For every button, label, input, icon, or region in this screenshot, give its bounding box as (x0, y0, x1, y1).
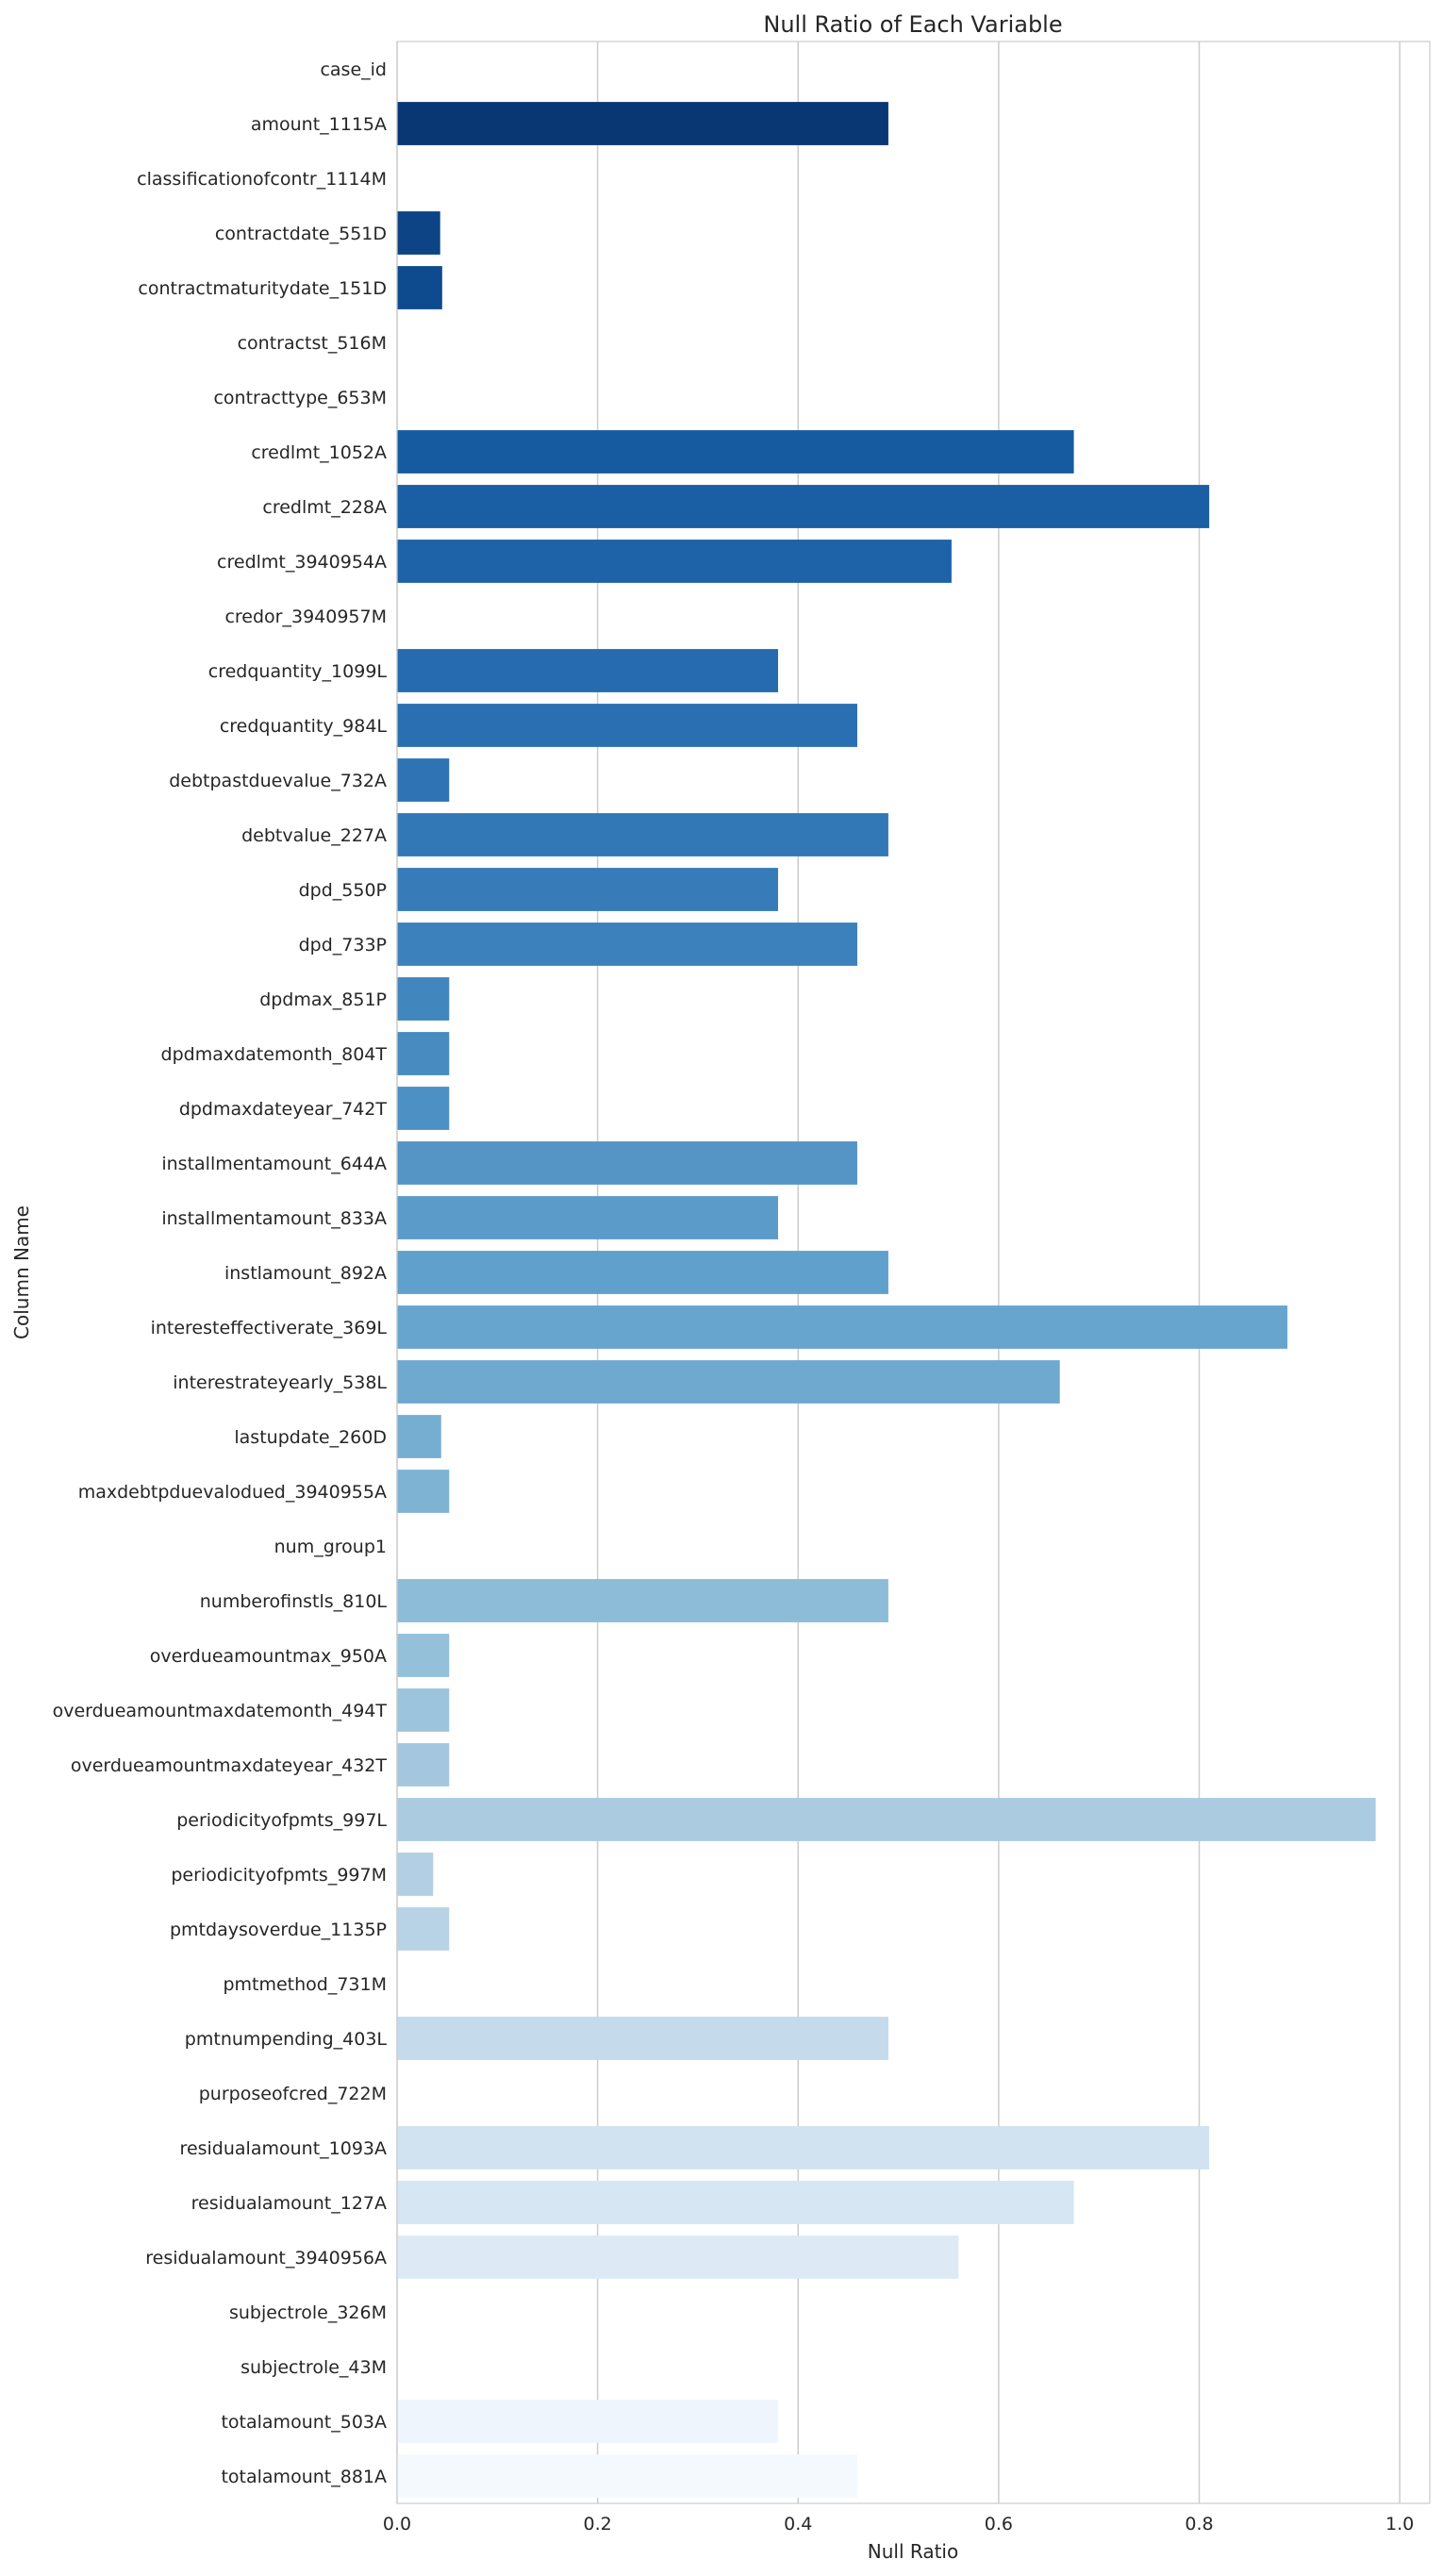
y-tick-label: credlmt_228A (262, 497, 387, 518)
y-tick-label: pmtnumpending_403L (185, 2029, 388, 2050)
x-tick-label: 0.2 (584, 2514, 612, 2534)
y-tick-label: subjectrole_326M (229, 2302, 387, 2323)
y-tick-label: lastupdate_260D (234, 1427, 387, 1448)
y-tick-label: instlamount_892A (224, 1263, 387, 1284)
y-tick-label: contractmaturitydate_151D (138, 278, 387, 299)
y-tick-label: debtpastduevalue_732A (169, 771, 387, 791)
bar (397, 1634, 450, 1677)
y-tick-label: dpdmaxdateyear_742T (179, 1099, 388, 1120)
bar (397, 1141, 857, 1185)
bar (397, 1798, 1376, 1841)
y-tick-label: subjectrole_43M (240, 2357, 387, 2378)
y-tick-label: residualamount_1093A (180, 2138, 387, 2159)
y-tick-label: dpdmax_851P (259, 989, 387, 1010)
y-axis-title: Column Name (10, 1205, 33, 1339)
y-tick-label: dpdmaxdatemonth_804T (161, 1044, 388, 1065)
bar (397, 2454, 857, 2498)
x-tick-label: 0.6 (985, 2514, 1013, 2534)
bar (397, 758, 450, 802)
x-tick-label: 1.0 (1385, 2514, 1414, 2534)
bar (397, 2235, 959, 2279)
x-axis-title: Null Ratio (868, 2540, 958, 2563)
y-tick-label: overdueamountmaxdateyear_432T (71, 1755, 388, 1776)
bar (397, 1032, 450, 1075)
x-tick-label: 0.0 (383, 2514, 411, 2534)
bar (397, 1196, 778, 1239)
bar (397, 1688, 450, 1732)
y-tick-label: purposeofcred_722M (199, 2084, 387, 2104)
y-tick-label: totalamount_503A (221, 2412, 387, 2433)
y-tick-label: periodicityofpmts_997M (171, 1865, 387, 1886)
y-tick-label: debtvalue_227A (241, 825, 387, 846)
y-tick-label: num_group1 (274, 1537, 387, 1557)
y-tick-label: amount_1115A (251, 114, 387, 135)
bar (397, 1251, 888, 1294)
bar (397, 2017, 888, 2060)
bar (397, 1360, 1060, 1404)
bar (397, 1907, 450, 1951)
y-tick-label: contracttype_653M (213, 388, 387, 408)
bar (397, 704, 857, 747)
y-tick-label: classificationofcontr_1114M (137, 169, 387, 190)
bar (397, 1087, 450, 1130)
y-tick-label: totalamount_881A (221, 2467, 387, 2487)
x-tick-labels: 0.0 0.2 0.4 0.6 0.8 1.0 (383, 2514, 1414, 2534)
y-tick-label: credlmt_3940954A (217, 552, 387, 573)
y-tick-label: residualamount_3940956A (145, 2248, 387, 2269)
bar (397, 868, 778, 911)
plot-frame (396, 41, 1431, 2504)
y-tick-label: credquantity_984L (220, 716, 388, 737)
y-tick-labels: case_id amount_1115A classificationofcontr… (53, 59, 388, 2487)
y-tick-label: pmtdaysoverdue_1135P (170, 1920, 387, 1940)
y-tick-label: numberofinstls_810L (200, 1591, 388, 1612)
y-tick-label: interesteffectiverate_369L (151, 1318, 388, 1338)
y-tick-label: contractst_516M (238, 333, 387, 354)
y-tick-label: maxdebtpduevalodued_3940955A (78, 1482, 387, 1503)
bar (397, 485, 1210, 528)
y-tick-label: dpd_733P (299, 935, 387, 956)
bar (397, 649, 778, 692)
bar (397, 430, 1074, 474)
bar (397, 813, 888, 856)
chart-title: Null Ratio of Each Variable (763, 11, 1062, 38)
bar (397, 102, 888, 145)
y-tick-label: overdueamountmaxdatemonth_494T (53, 1701, 388, 1721)
bar (397, 922, 857, 966)
x-tick-label: 0.4 (784, 2514, 812, 2534)
bars (397, 102, 1376, 2498)
bar (397, 266, 442, 309)
bar (397, 1415, 441, 1458)
bar (397, 2181, 1074, 2224)
y-tick-label: installmentamount_644A (161, 1154, 387, 1174)
bar (397, 1743, 450, 1787)
bar (397, 211, 440, 255)
x-tick-label: 0.8 (1185, 2514, 1213, 2534)
bar (397, 1853, 434, 1896)
y-tick-label: pmtmethod_731M (223, 1974, 387, 1995)
bar (397, 1470, 450, 1513)
bar (397, 1305, 1288, 1349)
y-tick-label: periodicityofpmts_997L (176, 1810, 387, 1831)
bar (397, 2126, 1210, 2169)
y-tick-label: overdueamountmax_950A (150, 1646, 387, 1667)
y-tick-label: case_id (320, 59, 387, 80)
y-tick-label: dpd_550P (299, 880, 387, 901)
y-tick-label: installmentamount_833A (161, 1208, 387, 1229)
y-tick-label: credlmt_1052A (251, 442, 387, 463)
bar (397, 977, 450, 1021)
bar (397, 1579, 888, 1622)
bar (397, 540, 952, 583)
y-tick-label: residualamount_127A (191, 2193, 387, 2214)
y-tick-label: interestrateyearly_538L (173, 1372, 387, 1393)
y-tick-label: credor_3940957M (224, 607, 387, 627)
bar (397, 2400, 778, 2443)
y-tick-label: contractdate_551D (215, 224, 387, 244)
y-tick-label: credquantity_1099L (208, 661, 388, 682)
